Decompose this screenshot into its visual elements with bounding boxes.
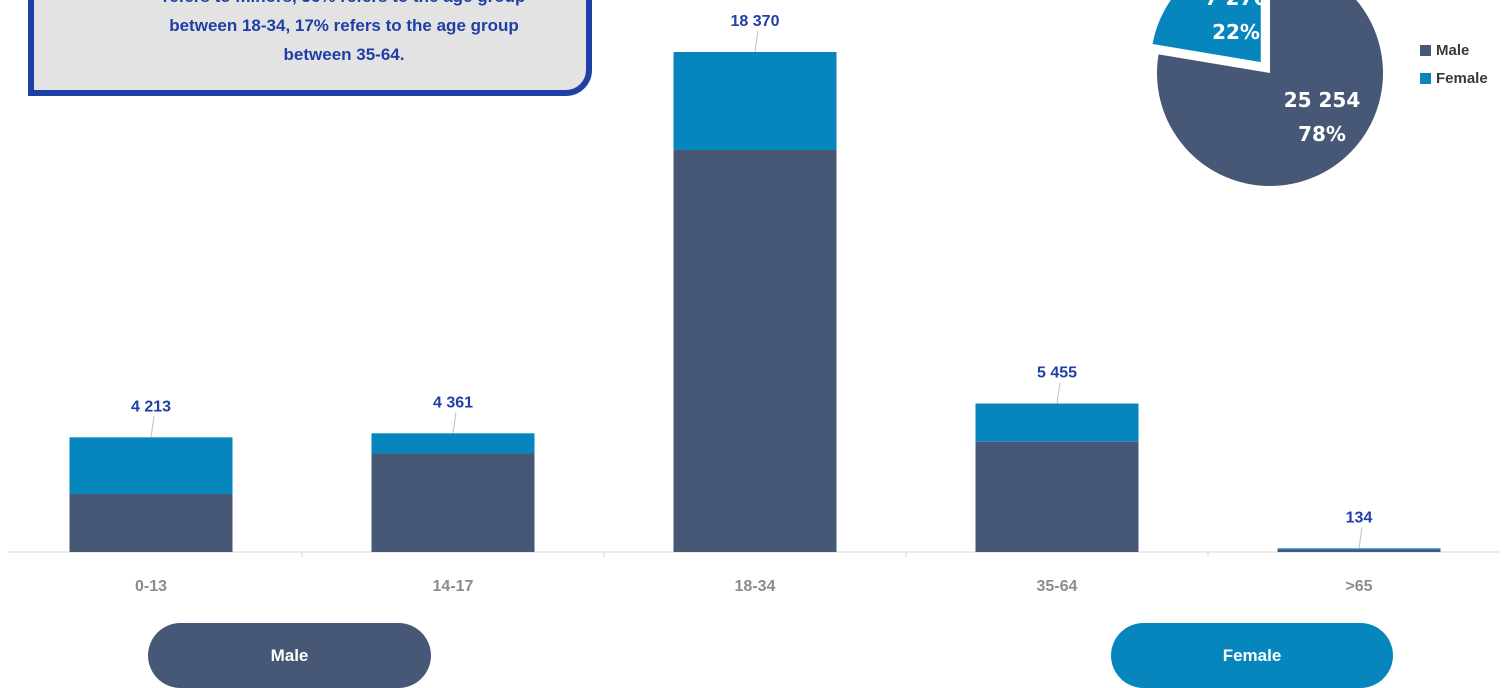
x-tick-label: 35-64 xyxy=(1037,578,1078,595)
bar-female-3 xyxy=(975,403,1139,442)
bar-male-4 xyxy=(1277,549,1441,552)
x-tick-label: >65 xyxy=(1345,578,1372,595)
pie-slice-female xyxy=(1149,0,1264,66)
callout-line-2: between 18-34, 17% refers to the age gro… xyxy=(169,16,519,35)
callout-line-1: refers to minors, 56% refers to the age … xyxy=(94,0,594,11)
pie-percent-label-female: 22% xyxy=(1212,20,1260,44)
legend-item-male: Male xyxy=(1420,36,1488,64)
pie-percent-label-male: 78% xyxy=(1298,122,1346,146)
female-pill-button[interactable]: Female xyxy=(1111,623,1393,688)
bar-total-label: 4 213 xyxy=(131,398,171,415)
legend-item-female: Female xyxy=(1420,64,1488,92)
x-tick-label: 14-17 xyxy=(433,578,474,595)
pie-legend: Male Female xyxy=(1420,36,1488,92)
female-pill-label: Female xyxy=(1222,645,1282,665)
male-pill-button[interactable]: Male xyxy=(148,623,431,688)
bar-total-label: 5 455 xyxy=(1037,365,1077,382)
bar-male-1 xyxy=(371,453,535,552)
callout-line-3: between 35-64. xyxy=(283,45,405,64)
pie-slice-male xyxy=(1157,0,1383,186)
legend-label-male: Male xyxy=(1436,41,1470,59)
callout-text: refers to minors, 56% refers to the age … xyxy=(94,0,594,69)
male-pill-label: Male xyxy=(270,645,309,665)
legend-label-female: Female xyxy=(1436,69,1488,87)
data-label-leader xyxy=(1056,382,1061,404)
pie-value-label-female: 7 276 xyxy=(1205,0,1268,10)
data-label-leader xyxy=(1358,527,1363,549)
data-label-leader xyxy=(150,416,155,438)
bar-female-4 xyxy=(1277,548,1441,550)
callout-box: refers to minors, 56% refers to the age … xyxy=(28,0,592,96)
data-label-leader xyxy=(754,30,759,53)
x-tick-label: 18-34 xyxy=(735,578,776,595)
bar-total-label: 18 370 xyxy=(731,13,780,30)
legend-swatch-male xyxy=(1420,44,1431,56)
bar-total-label: 4 361 xyxy=(433,394,473,411)
legend-swatch-female xyxy=(1420,72,1431,84)
bar-female-2 xyxy=(673,52,837,150)
bar-female-1 xyxy=(371,433,535,454)
bar-female-0 xyxy=(69,437,233,495)
x-tick-label: 0-13 xyxy=(135,578,167,595)
bar-male-3 xyxy=(975,441,1139,552)
bar-total-label: 134 xyxy=(1346,509,1373,526)
bar-male-0 xyxy=(69,494,233,552)
bar-male-2 xyxy=(673,149,837,552)
data-label-leader xyxy=(452,412,457,434)
pie-value-label-male: 25 254 xyxy=(1284,88,1361,112)
